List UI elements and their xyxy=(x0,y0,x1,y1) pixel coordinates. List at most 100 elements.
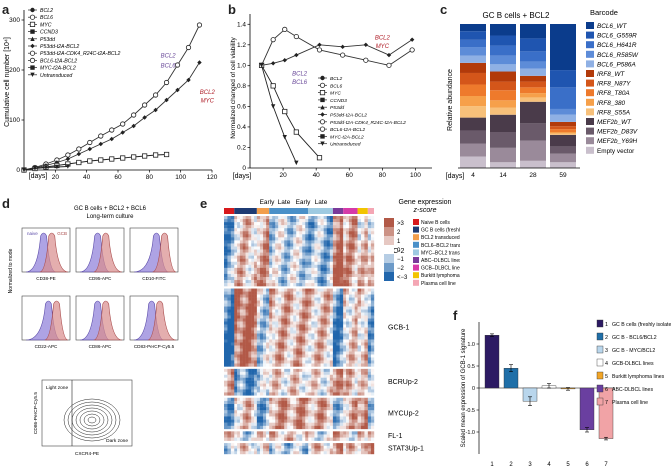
e-heat-cell xyxy=(299,315,303,319)
e-heat-cell xyxy=(248,240,252,244)
e-heat-cell xyxy=(311,445,315,449)
e-heat-cell xyxy=(354,377,358,381)
e-heat-cell xyxy=(332,383,337,387)
e-heat-cell xyxy=(357,386,362,390)
e-heat-cell xyxy=(332,234,337,238)
e-heat-cell xyxy=(245,276,249,281)
e-heat-cell xyxy=(360,267,365,272)
e-heat-cell xyxy=(275,264,279,269)
e-heat-cell xyxy=(311,416,315,420)
e-heat-cell xyxy=(242,280,246,284)
e-heat-cell xyxy=(354,363,358,367)
e-heat-cell xyxy=(299,377,303,381)
e-heat-cell xyxy=(275,306,279,310)
e-heat-cell xyxy=(339,380,344,384)
e-heat-cell xyxy=(230,434,235,438)
e-heat-cell xyxy=(314,249,318,253)
e-heat-cell xyxy=(302,345,306,349)
e-heat-cell xyxy=(263,324,267,328)
e-heat-cell xyxy=(256,321,261,325)
e-heat-cell xyxy=(237,357,241,361)
e-heat-cell xyxy=(230,315,235,319)
e-heat-cell xyxy=(370,246,375,250)
e-heat-cell xyxy=(275,283,279,287)
e-heat-cell xyxy=(367,280,372,284)
e-heat-cell xyxy=(227,368,232,373)
e-heat-cell xyxy=(351,228,355,232)
e-heat-cell xyxy=(336,283,340,287)
e-heat-cell xyxy=(259,234,264,238)
e-heat-cell xyxy=(302,283,306,287)
e-heat-cell xyxy=(339,392,344,396)
e-heat-cell xyxy=(290,231,294,235)
e-heat-cell xyxy=(245,351,249,355)
e-heat-cell xyxy=(287,416,291,420)
e-heat-cell xyxy=(299,404,303,408)
e-heat-cell xyxy=(245,339,249,343)
e-heat-cell xyxy=(357,291,362,295)
e-heat-cell xyxy=(263,336,267,340)
e-heat-cell xyxy=(317,345,321,349)
e-heat-cell xyxy=(351,252,355,256)
e-heat-cell xyxy=(351,380,355,384)
e-heat-cell xyxy=(269,342,273,346)
e-heat-cell xyxy=(308,360,312,364)
e-heat-cell xyxy=(230,294,235,298)
e-heat-cell xyxy=(296,312,300,316)
e-heat-cell xyxy=(237,451,241,455)
e-heat-cell xyxy=(278,339,282,343)
e-heat-cell xyxy=(278,255,282,259)
e-heat-cell xyxy=(237,425,241,430)
e-heat-cell xyxy=(299,270,303,275)
e-heat-cell xyxy=(248,368,252,373)
b-legend-item: MYC xyxy=(330,91,341,97)
e-heat-cell xyxy=(305,339,309,343)
d-histogram-curve-b xyxy=(44,300,69,341)
e-heat-cell xyxy=(360,410,365,414)
b-legend-item: P53dd xyxy=(330,105,344,111)
e-heat-cell xyxy=(269,270,273,275)
e-heat-cell xyxy=(272,324,276,328)
e-heat-cell xyxy=(293,318,297,322)
e-heat-cell xyxy=(308,354,312,358)
e-heat-cell xyxy=(230,231,235,235)
e-group-legend-item: ABC–DLBCL lines xyxy=(421,258,460,264)
e-heat-cell xyxy=(245,237,249,241)
e-heat-cell xyxy=(317,283,321,287)
e-heat-cell xyxy=(351,273,355,278)
e-heat-cell xyxy=(332,222,337,226)
e-heat-cell xyxy=(296,380,300,384)
e-heat-cell xyxy=(336,219,340,223)
e-heat-cell xyxy=(364,333,369,337)
e-heat-cell xyxy=(299,380,303,384)
e-cluster-label: MYCUp-2 xyxy=(388,410,419,417)
e-heat-cell xyxy=(357,216,362,220)
e-heat-cell xyxy=(245,246,249,250)
e-heat-cell xyxy=(354,280,358,284)
e-heat-cell xyxy=(354,297,358,301)
e-heat-cell xyxy=(284,348,288,352)
e-heat-cell xyxy=(251,445,255,449)
e-heat-cell xyxy=(259,422,264,427)
e-heat-cell xyxy=(317,354,321,358)
e-heat-cell xyxy=(281,234,285,238)
e-heat-cell xyxy=(237,219,241,223)
e-heat-cell xyxy=(259,303,264,307)
e-heat-cell xyxy=(370,321,375,325)
e-heat-cell xyxy=(336,273,340,278)
e-heat-cell xyxy=(302,389,306,393)
e-heat-cell xyxy=(346,451,350,455)
e-heat-cell xyxy=(287,315,291,319)
e-heat-cell xyxy=(323,276,327,281)
e-heat-cell xyxy=(320,363,324,367)
e-heat-cell xyxy=(302,407,306,411)
e-heat-cell xyxy=(317,216,321,220)
a-legend-item: P53dd-t2A-BCL2 xyxy=(40,44,79,50)
e-heat-cell xyxy=(367,371,372,375)
e-heat-cell xyxy=(343,306,347,310)
e-heat-cell xyxy=(256,258,261,262)
e-heat-cell xyxy=(296,336,300,340)
e-heat-cell xyxy=(239,380,243,384)
e-heat-cell xyxy=(278,451,282,455)
e-heat-cell xyxy=(354,261,358,265)
